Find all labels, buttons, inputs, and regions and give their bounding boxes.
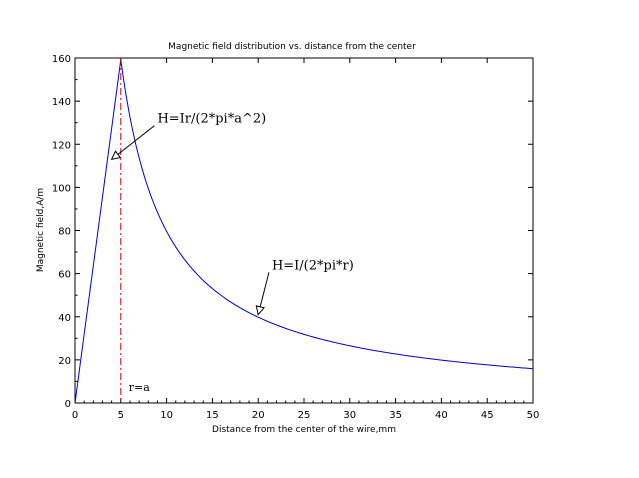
inner-field-formula: H=Ir/(2*pi*a^2) bbox=[157, 112, 266, 127]
x-tick-label: 30 bbox=[343, 410, 356, 421]
x-tick-label: 15 bbox=[206, 410, 219, 421]
radius-marker-label: r=a bbox=[129, 381, 150, 394]
x-tick-label: 0 bbox=[72, 410, 78, 421]
y-tick-label: 20 bbox=[58, 356, 71, 367]
y-tick-label: 0 bbox=[65, 399, 71, 410]
x-tick-label: 35 bbox=[389, 410, 402, 421]
annotation-arrow bbox=[112, 125, 155, 160]
plot-frame bbox=[74, 57, 534, 404]
y-tick-label: 40 bbox=[58, 313, 71, 324]
x-axis-ticks: 0 5 10 15 20 25 30 35 40 45 50 bbox=[72, 58, 540, 421]
y-tick-label: 140 bbox=[52, 97, 71, 108]
outer-field-formula: H=I/(2*pi*r) bbox=[272, 258, 354, 273]
y-tick-label: 80 bbox=[58, 227, 71, 238]
y-axis-ticks: 0 20 40 60 80 100 120 140 160 bbox=[52, 54, 533, 410]
y-tick-label: 160 bbox=[52, 54, 71, 65]
x-tick-label: 50 bbox=[527, 410, 540, 421]
y-tick-label: 120 bbox=[52, 140, 71, 151]
x-axis-title: Distance from the center of the wire,mm bbox=[212, 425, 396, 435]
y-tick-label: 100 bbox=[52, 183, 71, 194]
x-tick-label: 25 bbox=[298, 410, 311, 421]
x-tick-label: 40 bbox=[435, 410, 448, 421]
x-tick-label: 20 bbox=[252, 410, 265, 421]
annotation-arrow bbox=[258, 272, 270, 314]
annotation-layer: H=Ir/(2*pi*a^2) H=I/(2*pi*r) bbox=[112, 112, 354, 315]
chart-title: Magnetic field distribution vs. distance… bbox=[168, 42, 416, 52]
vertical-marker-layer: r=a bbox=[120, 58, 150, 403]
series-layer bbox=[74, 59, 534, 404]
y-tick-label: 60 bbox=[58, 270, 71, 281]
x-tick-label: 45 bbox=[481, 410, 494, 421]
x-tick-label: 10 bbox=[160, 410, 173, 421]
y-axis-title: Magnetic field,A/m bbox=[36, 188, 46, 272]
field-curve bbox=[74, 59, 534, 404]
x-tick-label: 5 bbox=[118, 410, 124, 421]
